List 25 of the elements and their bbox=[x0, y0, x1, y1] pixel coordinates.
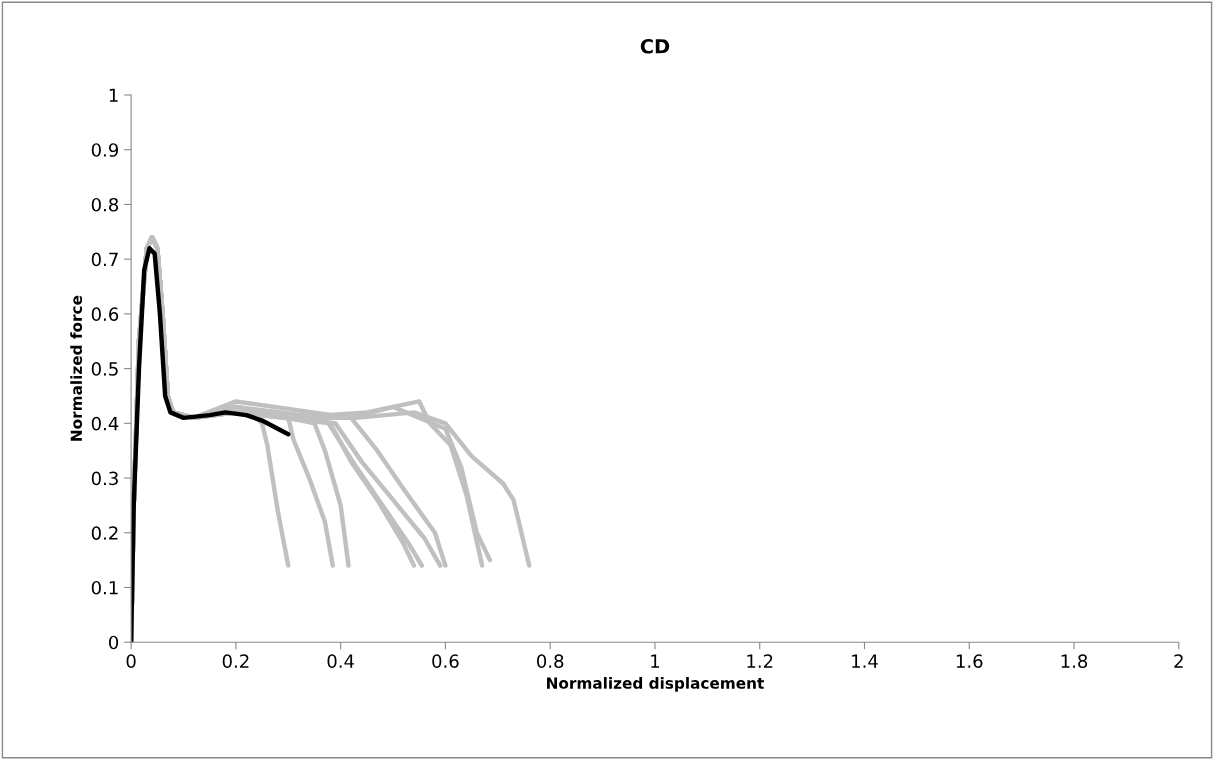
y-tick-label: 0.7 bbox=[91, 252, 118, 267]
y-tick-label: 0.8 bbox=[91, 197, 119, 212]
y-tick-label: 0.3 bbox=[91, 471, 118, 486]
x-tick-label: 1 bbox=[651, 654, 660, 668]
x-tick-label: 1.8 bbox=[1061, 654, 1088, 668]
x-tick-label: 1.6 bbox=[956, 654, 983, 668]
x-tick-label: 0.2 bbox=[222, 654, 249, 668]
y-axis-title: Normalized force bbox=[70, 295, 83, 441]
y-tick-label: 1 bbox=[109, 88, 118, 102]
chart-title: CD bbox=[640, 38, 670, 54]
x-axis-title: Normalized displacement bbox=[547, 677, 764, 692]
y-tick-label: 0.5 bbox=[91, 362, 118, 376]
y-tick-label: 0.2 bbox=[91, 526, 118, 540]
x-tick-label: 1.4 bbox=[852, 654, 878, 668]
x-tick-label: 0 bbox=[126, 654, 136, 668]
x-tick-label: 0.4 bbox=[327, 654, 354, 668]
y-tick-label: 0.6 bbox=[91, 307, 119, 321]
y-tick-label: 0.4 bbox=[91, 416, 119, 431]
x-tick-label: 2 bbox=[1174, 654, 1183, 668]
y-tick-label: 0.9 bbox=[91, 143, 119, 157]
y-tick-label: 0 bbox=[109, 635, 119, 650]
x-tick-label: 0.6 bbox=[432, 654, 459, 668]
y-tick-label: 0.1 bbox=[91, 580, 118, 595]
x-tick-label: 1.2 bbox=[747, 654, 773, 668]
x-tick-label: 0.8 bbox=[537, 654, 564, 668]
